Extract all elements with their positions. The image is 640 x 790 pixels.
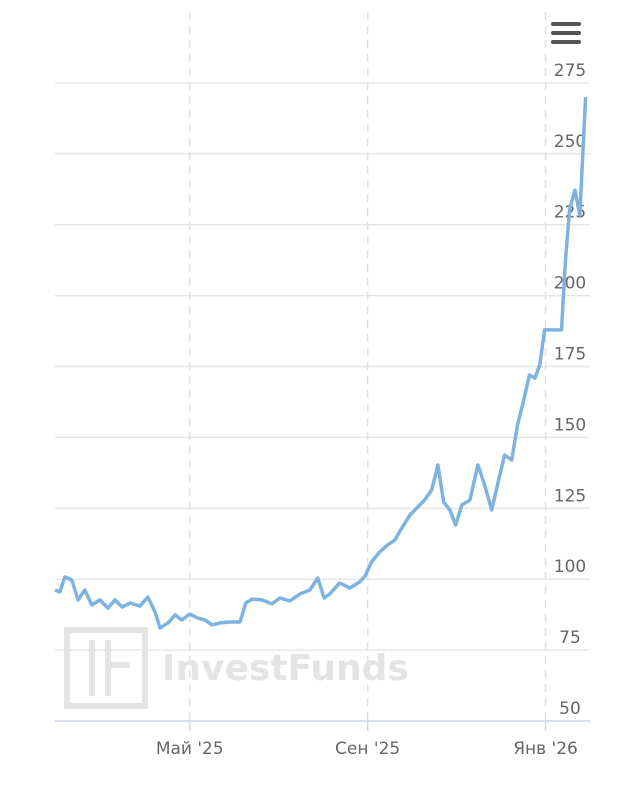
menu-bar	[551, 22, 581, 26]
y-tick-label: 100	[554, 557, 586, 577]
y-tick-label: 150	[554, 415, 586, 435]
x-tick-label: Май '25	[156, 739, 224, 759]
x-tick-label: Сен '25	[335, 739, 400, 759]
logo-box	[64, 627, 148, 709]
menu-bar	[551, 31, 581, 35]
x-tick-label: Янв '26	[513, 739, 578, 759]
y-tick-label: 275	[554, 61, 586, 81]
y-tick-label: 75	[559, 628, 581, 648]
y-tick-label: 125	[554, 486, 586, 506]
watermark: InvestFunds	[162, 648, 409, 689]
watermark-logo	[64, 627, 148, 709]
menu-bar	[551, 40, 581, 44]
y-tick-label: 200	[554, 274, 586, 294]
y-tick-label: 175	[554, 345, 586, 365]
menu-icon[interactable]	[551, 22, 581, 44]
grid	[55, 12, 590, 731]
y-tick-label: 50	[559, 699, 581, 719]
price-line	[54, 97, 588, 630]
y-tick-label: 250	[554, 132, 586, 152]
